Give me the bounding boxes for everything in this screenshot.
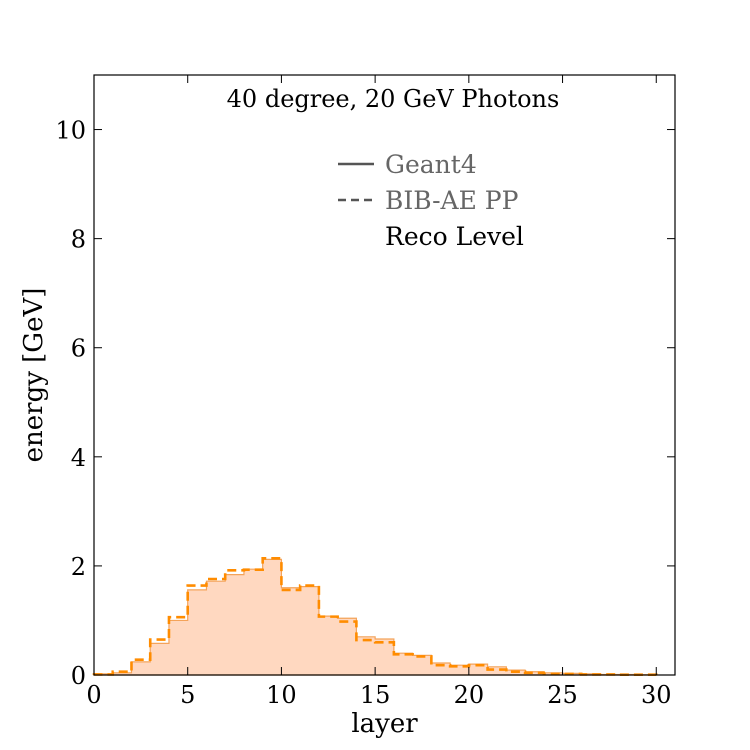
x-tick-label: 5 [180,681,195,709]
axis-ticks: 0 5 10 15 20 25 30 0 2 4 6 8 10 [55,75,675,709]
plot-frame [93,74,676,676]
y-tick-label: 0 [71,662,86,690]
legend-note-reco-level: Reco Level [385,222,524,251]
legend: Geant4 BIB-AE PP Reco Level [338,150,524,251]
x-tick-label: 10 [266,681,297,709]
plot-area [92,556,658,677]
x-tick-label: 15 [360,681,391,709]
x-axis-label: layer [351,709,418,739]
x-tick-label: 30 [641,681,672,709]
y-tick-label: 6 [71,335,86,363]
legend-label-geant4: Geant4 [385,150,477,179]
y-tick-label: 8 [71,226,86,254]
chart-title: 40 degree, 20 GeV Photons [227,85,560,113]
y-tick-label: 10 [55,117,86,145]
y-tick-label: 4 [71,444,86,472]
legend-label-bib-ae-pp: BIB-AE PP [385,186,518,215]
x-tick-label: 0 [86,681,101,709]
series-bib-ae-pp-dashed-step [92,556,658,677]
y-tick-label: 2 [71,553,86,581]
x-tick-label: 25 [547,681,578,709]
x-tick-label: 20 [454,681,485,709]
y-axis-label: energy [GeV] [19,288,49,463]
